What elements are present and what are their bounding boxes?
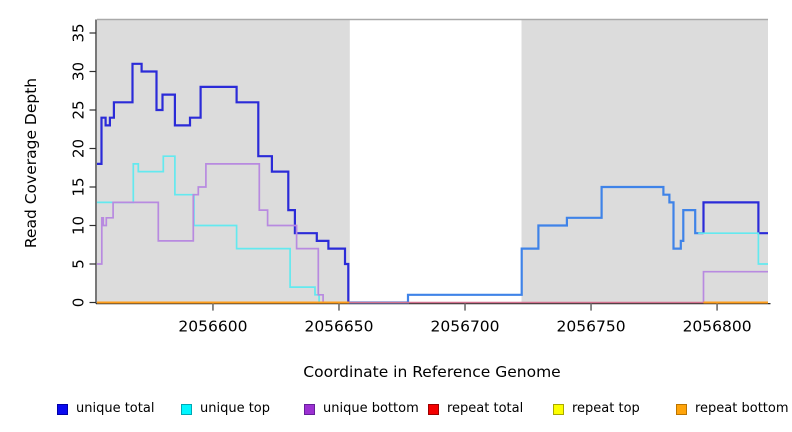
plot-panel-right [521, 19, 768, 304]
legend-item-repeat-total: repeat total [428, 401, 523, 417]
legend-item-unique-total: unique total [57, 401, 154, 417]
legend-label: repeat top [572, 401, 640, 416]
y-tick-label: 35 [70, 23, 88, 42]
legend-label: repeat bottom [695, 401, 789, 416]
legend-item-repeat-bottom: repeat bottom [676, 401, 789, 417]
y-tick-label: 10 [70, 216, 88, 235]
series-unique-total [349, 185, 704, 304]
legend-swatch-unique-total [57, 403, 68, 415]
y-tick-label: 15 [70, 177, 88, 196]
y-tick-label: 30 [70, 62, 88, 81]
y-tick-label: 0 [70, 298, 88, 308]
legend-label: repeat total [447, 401, 524, 416]
coverage-plot: 0 5 10 15 20 25 30 35 2056600 2056650 2056700 20567… [70, 18, 771, 336]
legend: unique total unique top unique bottom repea… [0, 401, 792, 421]
legend-swatch-repeat-total [428, 403, 439, 415]
x-tick-label: 2056800 [683, 318, 752, 336]
y-tick-label: 5 [70, 259, 88, 269]
y-axis-title: Read Coverage Depth [22, 77, 40, 249]
legend-label: unique bottom [323, 401, 419, 416]
x-tick-label: 2056600 [178, 318, 247, 336]
x-tick-label: 2056700 [431, 318, 500, 336]
legend-swatch-repeat-bottom [676, 403, 687, 415]
series-unique-total [702, 201, 768, 235]
legend-swatch-unique-bottom [304, 403, 315, 415]
legend-swatch-repeat-top [553, 403, 564, 415]
legend-item-unique-bottom: unique bottom [304, 401, 419, 417]
y-tick-label: 20 [70, 139, 88, 158]
legend-item-unique-top: unique top [181, 401, 270, 417]
plot-panel-left [97, 19, 350, 304]
legend-label: unique total [76, 401, 155, 416]
legend-swatch-unique-top [181, 403, 192, 415]
series-unique-bottom [97, 163, 350, 304]
y-tick-label: 25 [70, 100, 88, 119]
legend-label: unique top [200, 401, 271, 416]
x-axis-title: Coordinate in Reference Genome [303, 363, 561, 381]
x-tick-label: 2056750 [557, 318, 626, 336]
series-unique-bottom [702, 270, 768, 303]
x-tick-label: 2056650 [304, 318, 373, 336]
series-unique-top [698, 232, 768, 265]
legend-item-repeat-top: repeat top [553, 401, 640, 417]
series-unique-total [97, 62, 350, 304]
